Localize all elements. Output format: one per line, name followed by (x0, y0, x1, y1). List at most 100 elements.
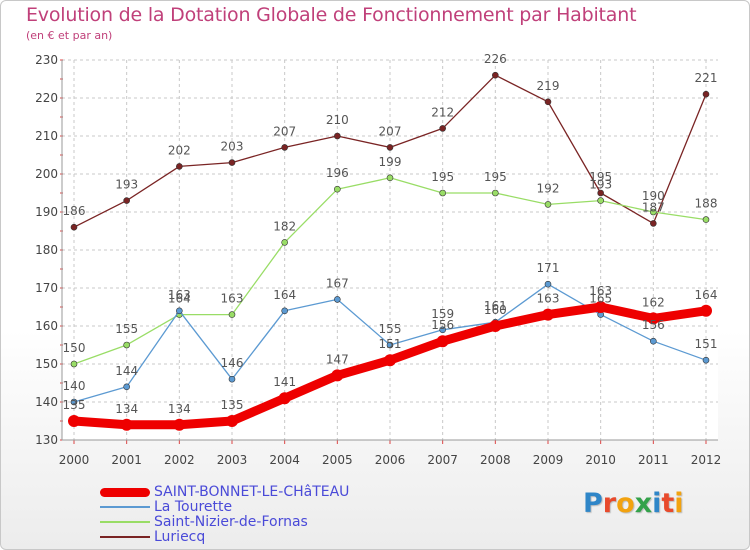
y-tick-label: 160 (35, 319, 58, 333)
data-label: 164 (168, 292, 191, 306)
legend-label: La Tourette (154, 499, 233, 515)
logo-letter: o (616, 488, 635, 519)
data-label: 221 (695, 71, 718, 85)
chart-subtitle: (en € et par an) (26, 29, 113, 42)
data-point (123, 383, 130, 391)
data-label: 163 (537, 292, 560, 306)
data-point (123, 341, 130, 349)
x-tick-label: 2006 (375, 453, 406, 467)
data-point (700, 304, 712, 317)
data-point (544, 201, 552, 208)
data-label: 162 (642, 295, 665, 309)
data-label: 192 (537, 181, 560, 195)
proxiti-logo: Proxiti (583, 488, 684, 519)
data-label: 151 (379, 337, 402, 351)
data-point (439, 326, 446, 334)
data-label: 163 (221, 292, 244, 306)
data-point (492, 189, 499, 197)
data-point (436, 335, 449, 348)
legend-swatch (100, 521, 150, 523)
logo-letter: i (674, 488, 684, 519)
data-point (650, 337, 657, 345)
data-point (384, 354, 396, 367)
data-label: 219 (537, 79, 560, 93)
data-point (597, 189, 604, 197)
data-point (650, 208, 657, 216)
legend-swatch (100, 487, 150, 497)
data-label: 207 (379, 124, 402, 138)
data-label: 163 (589, 284, 612, 298)
data-point (334, 185, 341, 193)
chart-title: Evolution de la Dotation Globale de Fonc… (26, 4, 637, 26)
data-label: 150 (63, 341, 86, 355)
data-label: 167 (326, 276, 349, 290)
x-tick-label: 2009 (533, 453, 564, 467)
data-label: 171 (537, 261, 560, 275)
x-tick-label: 2011 (638, 453, 669, 467)
data-point (647, 312, 660, 325)
logo-letter: x (634, 488, 653, 519)
data-label: 134 (168, 402, 191, 416)
data-label: 193 (589, 178, 612, 192)
legend-swatch (100, 506, 150, 508)
x-tick-label: 2003 (217, 453, 248, 467)
data-point (650, 220, 657, 227)
data-point (176, 163, 183, 170)
y-tick-label: 200 (35, 167, 58, 181)
y-tick-label: 230 (35, 53, 58, 67)
data-label: 155 (379, 322, 402, 336)
data-point (176, 307, 183, 315)
data-label: 199 (379, 155, 402, 169)
data-point (544, 98, 552, 106)
data-point (702, 356, 710, 364)
y-tick-label: 170 (35, 281, 58, 295)
data-label: 186 (63, 204, 86, 218)
data-label: 212 (431, 105, 454, 119)
data-point (489, 320, 502, 332)
data-label: 195 (431, 170, 454, 184)
logo-letter: P (583, 488, 603, 519)
data-point (544, 280, 552, 288)
data-point (281, 307, 288, 315)
data-point (70, 398, 78, 406)
data-label: 161 (484, 299, 507, 313)
data-point (281, 144, 288, 151)
data-label: 226 (484, 52, 507, 66)
logo-letter: i (652, 488, 662, 519)
data-label: 156 (642, 318, 665, 332)
data-point (228, 159, 236, 166)
data-point (702, 90, 710, 98)
data-label: 141 (273, 375, 296, 389)
data-point (334, 296, 341, 303)
data-point (334, 132, 341, 140)
data-label: 163 (168, 288, 191, 302)
data-point (120, 418, 133, 431)
y-tick-label: 130 (35, 433, 58, 447)
data-label: 196 (326, 166, 349, 180)
data-point (542, 308, 554, 321)
x-tick-label: 2008 (480, 453, 511, 467)
y-tick-label: 210 (35, 129, 58, 143)
data-label: 140 (63, 379, 86, 393)
legend-label: Luriecq (154, 529, 206, 545)
x-tick-label: 2007 (427, 453, 458, 467)
data-point (386, 341, 394, 349)
x-tick-label: 2012 (691, 453, 722, 467)
data-point (70, 360, 78, 368)
data-point (68, 415, 80, 427)
data-label: 164 (273, 288, 296, 302)
data-label: 146 (221, 356, 244, 370)
data-point (439, 189, 446, 197)
data-label: 165 (589, 292, 612, 306)
data-point (173, 418, 186, 431)
data-label: 135 (63, 398, 86, 412)
data-point (439, 125, 446, 132)
y-tick-label: 180 (35, 243, 58, 257)
data-label: 144 (115, 364, 138, 378)
legend-swatch (100, 536, 150, 538)
data-label: 188 (695, 197, 718, 211)
data-label: 203 (221, 140, 244, 154)
x-tick-label: 2005 (322, 453, 353, 467)
data-label: 147 (326, 352, 349, 366)
data-point (70, 223, 78, 231)
